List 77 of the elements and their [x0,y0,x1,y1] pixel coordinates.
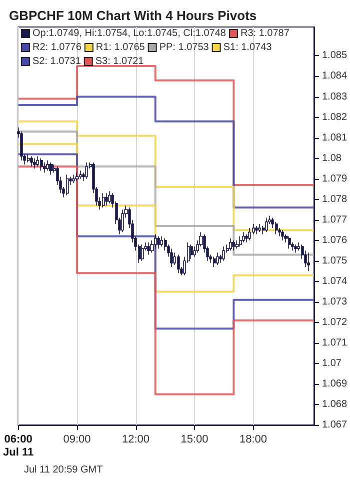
y-tick-label: 1.084 [322,70,348,82]
y-tick-label: 1.068 [322,398,348,410]
legend-label: S2: 1.0731 [32,56,82,67]
candlestick [147,242,150,256]
y-tick-label: 1.077 [322,214,348,226]
y-tick-label: 1.069 [322,378,348,390]
candlestick [232,240,235,252]
candlestick [33,158,36,169]
candlestick [258,224,261,233]
candlestick [154,234,157,249]
legend-label: R2: 1.0776 [32,42,82,53]
text: Jul 11 20:59 GMT [24,464,103,476]
y-tick-label: 1.078 [322,194,348,205]
candlestick [190,244,193,260]
candlestick [79,170,82,180]
candlestick [248,228,251,241]
candlestick [213,256,216,268]
y-tick-label: 1.085 [322,50,348,62]
y-tick-label: 1.079 [322,173,348,184]
candlestick [281,230,284,241]
candlestick [242,232,245,243]
y-tick-label: 1.081 [322,132,348,144]
candlestick [20,131,23,161]
candlestick [102,192,105,208]
candlestick [40,158,43,172]
legend-label: R3: 1.0787 [240,28,290,39]
candlestick [27,154,30,163]
y-tick-label: 1.067 [322,420,348,430]
legend-label: R1: 1.0765 [96,42,146,53]
candlestick [307,252,310,272]
candlestick [72,174,75,184]
legend-label: S1: 1.0743 [223,42,272,53]
candlestick [294,244,297,254]
candlestick [170,248,173,268]
y-tick-label: 1.072 [322,316,348,328]
y-tick-label: 1.082 [322,112,348,123]
candlestick [30,156,33,167]
candlestick [43,162,46,174]
x-tick-label: 15:00 [180,434,208,446]
x-tick-label: 12:00 [122,434,150,446]
candlestick [105,192,108,206]
candlestick [239,236,242,247]
y-tick-label: 1.083 [322,91,348,102]
candlestick [75,172,79,182]
candlestick [85,162,88,180]
candlestick [121,209,124,233]
x-tick-label: 09:00 [63,434,91,446]
candlestick [177,254,180,274]
candlestick [46,160,49,172]
y-tick-label: 1.073 [322,296,348,308]
candlestick [49,162,53,176]
candlestick [141,244,144,262]
legend-label: Op:1.0749, Hi:1.0754, Lo:1.0745, Cl:1.0748 [32,28,226,39]
y-tick-label: 1.08 [322,152,342,164]
candlestick [160,236,163,247]
y-tick-label: 1.071 [322,337,348,348]
candlestick [66,174,69,196]
candlestick [275,221,278,235]
candlestick [235,240,239,249]
y-tick-label: 1.076 [322,234,348,246]
candlestick [229,238,232,252]
candlestick [222,246,225,262]
candlestick [108,190,111,204]
y-tick-label: 1.075 [322,255,348,266]
candlestick [157,236,160,249]
candlestick [36,156,39,167]
chart-title: GBPCHF 10M Chart With 4 Hours Pivots [9,8,257,23]
candlestick [255,226,258,235]
legend-label: PP: 1.0753 [159,42,210,53]
x-tick-label: 06:00 Jul 11 [3,434,34,458]
y-tick-label: 1.074 [322,276,348,287]
candlestick [265,217,268,233]
x-tick-label: 18:00 [240,434,268,446]
y-tick-label: 1.07 [322,358,342,369]
legend-label: S3: 1.0721 [95,56,144,67]
candlestick [288,236,291,249]
candlestick [216,252,219,266]
